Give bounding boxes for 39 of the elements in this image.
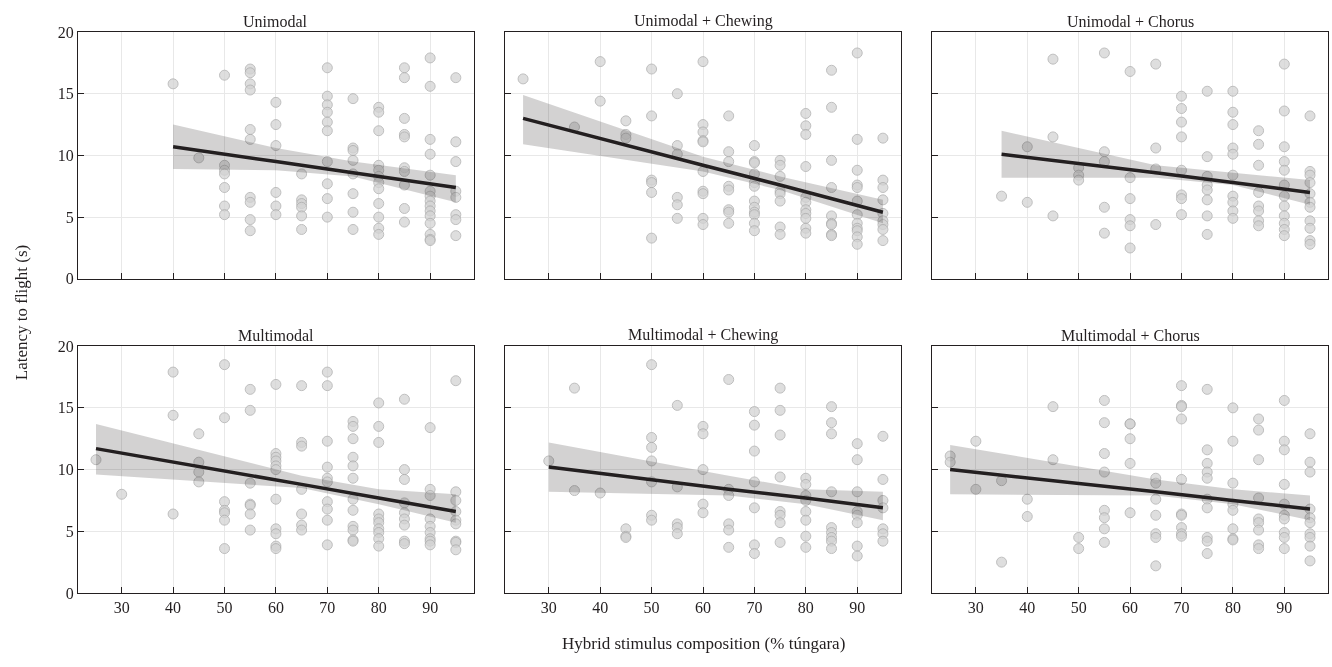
y-tick-label: 0	[65, 270, 74, 288]
y-tick-label: 20	[57, 337, 74, 355]
y-tick-label: 5	[65, 208, 74, 226]
x-tick-label: 90	[849, 599, 866, 617]
x-tick-label: 30	[967, 599, 984, 617]
y-axis-title: Latency to flight (s)	[12, 244, 32, 381]
chart-title: Multimodal	[238, 327, 315, 344]
y-tick-label: 20	[57, 23, 74, 41]
x-tick-label: 60	[695, 599, 711, 617]
x-tick-label: 80	[797, 599, 814, 617]
chart-title: Multimodal + Chewing	[628, 326, 779, 344]
x-tick-label: 70	[1173, 599, 1190, 617]
x-tick-label: 80	[1224, 599, 1241, 617]
chart-title: Multimodal + Chorus	[1061, 327, 1200, 344]
x-axis-title: Hybrid stimulus composition (% túngara)	[562, 634, 846, 653]
x-tick-label: 80	[370, 599, 387, 617]
chart-title: Unimodal + Chorus	[1067, 13, 1195, 30]
x-tick-label: 70	[319, 599, 336, 617]
y-tick-label: 0	[65, 584, 74, 602]
y-tick-label: 5	[65, 522, 74, 540]
x-tick-label: 40	[592, 599, 609, 617]
chart-title: Unimodal	[243, 13, 308, 30]
y-tick-label: 10	[57, 461, 74, 479]
y-tick-label: 10	[57, 147, 74, 165]
y-tick-label: 15	[57, 85, 74, 103]
x-tick-label: 50	[643, 599, 660, 617]
x-tick-label: 40	[1019, 599, 1036, 617]
chart-title: Unimodal + Chewing	[634, 12, 773, 30]
x-tick-label: 40	[165, 599, 182, 617]
x-tick-label: 90	[422, 599, 439, 617]
x-tick-label: 50	[1070, 599, 1087, 617]
x-tick-label: 60	[267, 599, 284, 617]
x-tick-label: 50	[216, 599, 233, 617]
x-tick-label: 70	[746, 599, 763, 617]
x-tick-label: 90	[1276, 599, 1293, 617]
x-tick-label: 30	[113, 599, 130, 617]
y-tick-label: 15	[57, 399, 74, 417]
x-tick-label: 30	[540, 599, 557, 617]
x-tick-label: 60	[1122, 599, 1139, 617]
